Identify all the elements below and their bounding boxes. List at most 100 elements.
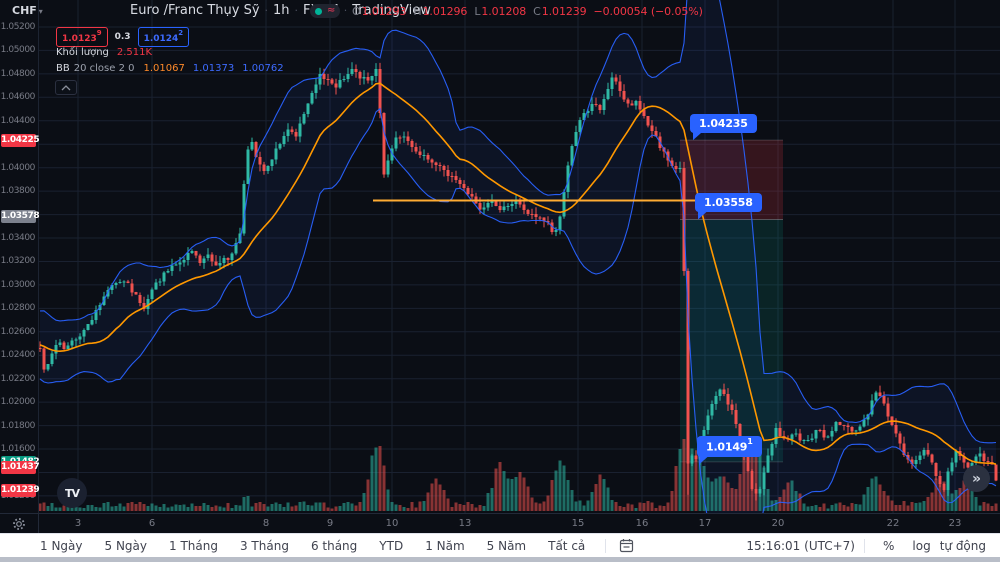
scroll-to-recent-button[interactable]: »: [963, 465, 990, 492]
time-axis-label: 22: [886, 518, 900, 529]
candle-body: [914, 460, 918, 465]
volume-bar: [506, 478, 510, 511]
time-axis-label: 6: [148, 518, 156, 529]
range-button-1-năm[interactable]: 1 Năm: [425, 538, 465, 553]
candle-body: [642, 109, 646, 117]
time-axis[interactable]: 3 6 8 9 10 13 15 16 17 20 22 23: [0, 513, 1000, 534]
volume-bar: [310, 505, 314, 511]
volume-bar: [578, 500, 582, 511]
volume-bar: [266, 506, 270, 511]
candle-body: [986, 461, 990, 462]
time-axis-label: 16: [635, 518, 649, 529]
volume-bar: [974, 497, 978, 511]
volume-bar: [330, 508, 334, 511]
bollinger-upper-band: [39, 0, 997, 444]
volume-bar: [466, 502, 470, 511]
bid-price-button[interactable]: 1.01239: [56, 27, 108, 47]
price-chart-canvas[interactable]: [0, 0, 1000, 513]
volume-bar: [150, 503, 154, 511]
axis-settings-button[interactable]: [0, 514, 39, 534]
volume-bar: [654, 508, 658, 511]
volume-bar: [646, 501, 650, 511]
symbol-switcher[interactable]: CHF ▾: [12, 4, 43, 17]
bid-value: 1.0123: [62, 34, 97, 44]
volume-bar: [614, 501, 618, 511]
candle-body: [422, 154, 426, 156]
candle-body: [582, 112, 586, 120]
volume-bar: [658, 505, 662, 511]
clock-label[interactable]: 15:16:01 (UTC+7): [746, 538, 855, 553]
volume-bar: [854, 503, 858, 511]
price-badge: 1.03578: [1, 210, 40, 224]
candle-body: [390, 148, 394, 161]
candle-body: [114, 282, 118, 286]
volume-bar: [134, 504, 138, 511]
volume-legend[interactable]: Khối lượng 2.511K: [56, 47, 152, 58]
bb-params: 20 close 2 0: [73, 63, 135, 74]
volume-bar: [142, 504, 146, 511]
volume-bar: [538, 503, 542, 511]
volume-bar: [314, 502, 318, 511]
price-callout-label[interactable]: 1.01491: [697, 435, 762, 464]
go-to-date-button[interactable]: [615, 538, 638, 553]
take-profit-zone[interactable]: [680, 219, 783, 462]
candle-body: [294, 131, 298, 137]
bid-ask-row: 1.01239 0.3 1.01242: [56, 27, 190, 47]
volume-bar: [50, 503, 54, 511]
candle-body: [354, 69, 358, 72]
range-button-tất-cả[interactable]: Tất cả: [548, 538, 586, 553]
range-button-5-năm[interactable]: 5 Năm: [486, 538, 527, 553]
volume-bar: [182, 504, 186, 511]
short-position-tool[interactable]: [680, 139, 783, 463]
volume-bar: [882, 490, 886, 511]
title-separator: ·: [264, 4, 269, 17]
volume-bar: [42, 502, 46, 511]
price-axis[interactable]: 1.05200 1.05000 1.04800 1.04600 1.04400 1.042…: [0, 0, 40, 513]
range-button-5-ngày[interactable]: 5 Ngày: [104, 538, 148, 553]
range-button-1-ngày[interactable]: 1 Ngày: [40, 538, 83, 553]
bollinger-legend[interactable]: BB 20 close 2 0 1.01067 1.01373 1.00762: [56, 63, 284, 74]
volume-bar: [106, 502, 110, 511]
candle-body: [394, 137, 398, 149]
range-button-ytd[interactable]: YTD: [379, 538, 404, 553]
candle-body: [410, 141, 414, 148]
legend-collapse-button[interactable]: [55, 80, 77, 95]
range-button-6-tháng[interactable]: 6 tháng: [310, 538, 358, 553]
volume-bar: [130, 502, 134, 511]
candle-body: [470, 193, 474, 197]
volume-bar: [362, 492, 366, 511]
candle-body: [718, 389, 722, 396]
time-axis-label: 8: [262, 518, 270, 529]
price-axis-label: 1.02600: [0, 326, 36, 337]
log-scale-button[interactable]: log: [912, 538, 931, 553]
candle-body: [610, 77, 614, 89]
range-button-3-tháng[interactable]: 3 Tháng: [239, 538, 289, 553]
candle-body: [558, 216, 562, 231]
volume-bar: [370, 455, 374, 511]
candle-body: [378, 69, 382, 113]
percent-scale-button[interactable]: %: [882, 538, 895, 553]
candle-body: [710, 404, 714, 416]
price-callout-label[interactable]: 1.03558: [695, 193, 762, 220]
volume-bar: [342, 502, 346, 511]
candle-body: [706, 415, 710, 431]
market-status-pill[interactable]: ≈: [310, 4, 341, 18]
auto-scale-button[interactable]: tự động: [939, 538, 986, 553]
price-axis-label: 1.02000: [0, 397, 36, 408]
candle-body: [730, 404, 734, 410]
volume-bar: [54, 507, 58, 511]
price-axis-label: 1.03800: [0, 186, 36, 197]
volume-bar: [978, 505, 982, 511]
ask-price-button[interactable]: 1.01242: [137, 27, 190, 47]
price-badge: 1.01239: [1, 484, 40, 498]
candle-body: [554, 230, 558, 232]
low-value: 1.01208: [481, 5, 527, 18]
range-button-1-tháng[interactable]: 1 Tháng: [169, 538, 218, 553]
candle-body: [534, 214, 538, 218]
volume-bar: [334, 506, 338, 511]
price-callout-label[interactable]: 1.04235: [690, 114, 757, 141]
volume-bar: [874, 476, 878, 511]
candle-body: [842, 425, 846, 427]
candle-body: [202, 258, 206, 263]
volume-bar: [550, 480, 554, 511]
